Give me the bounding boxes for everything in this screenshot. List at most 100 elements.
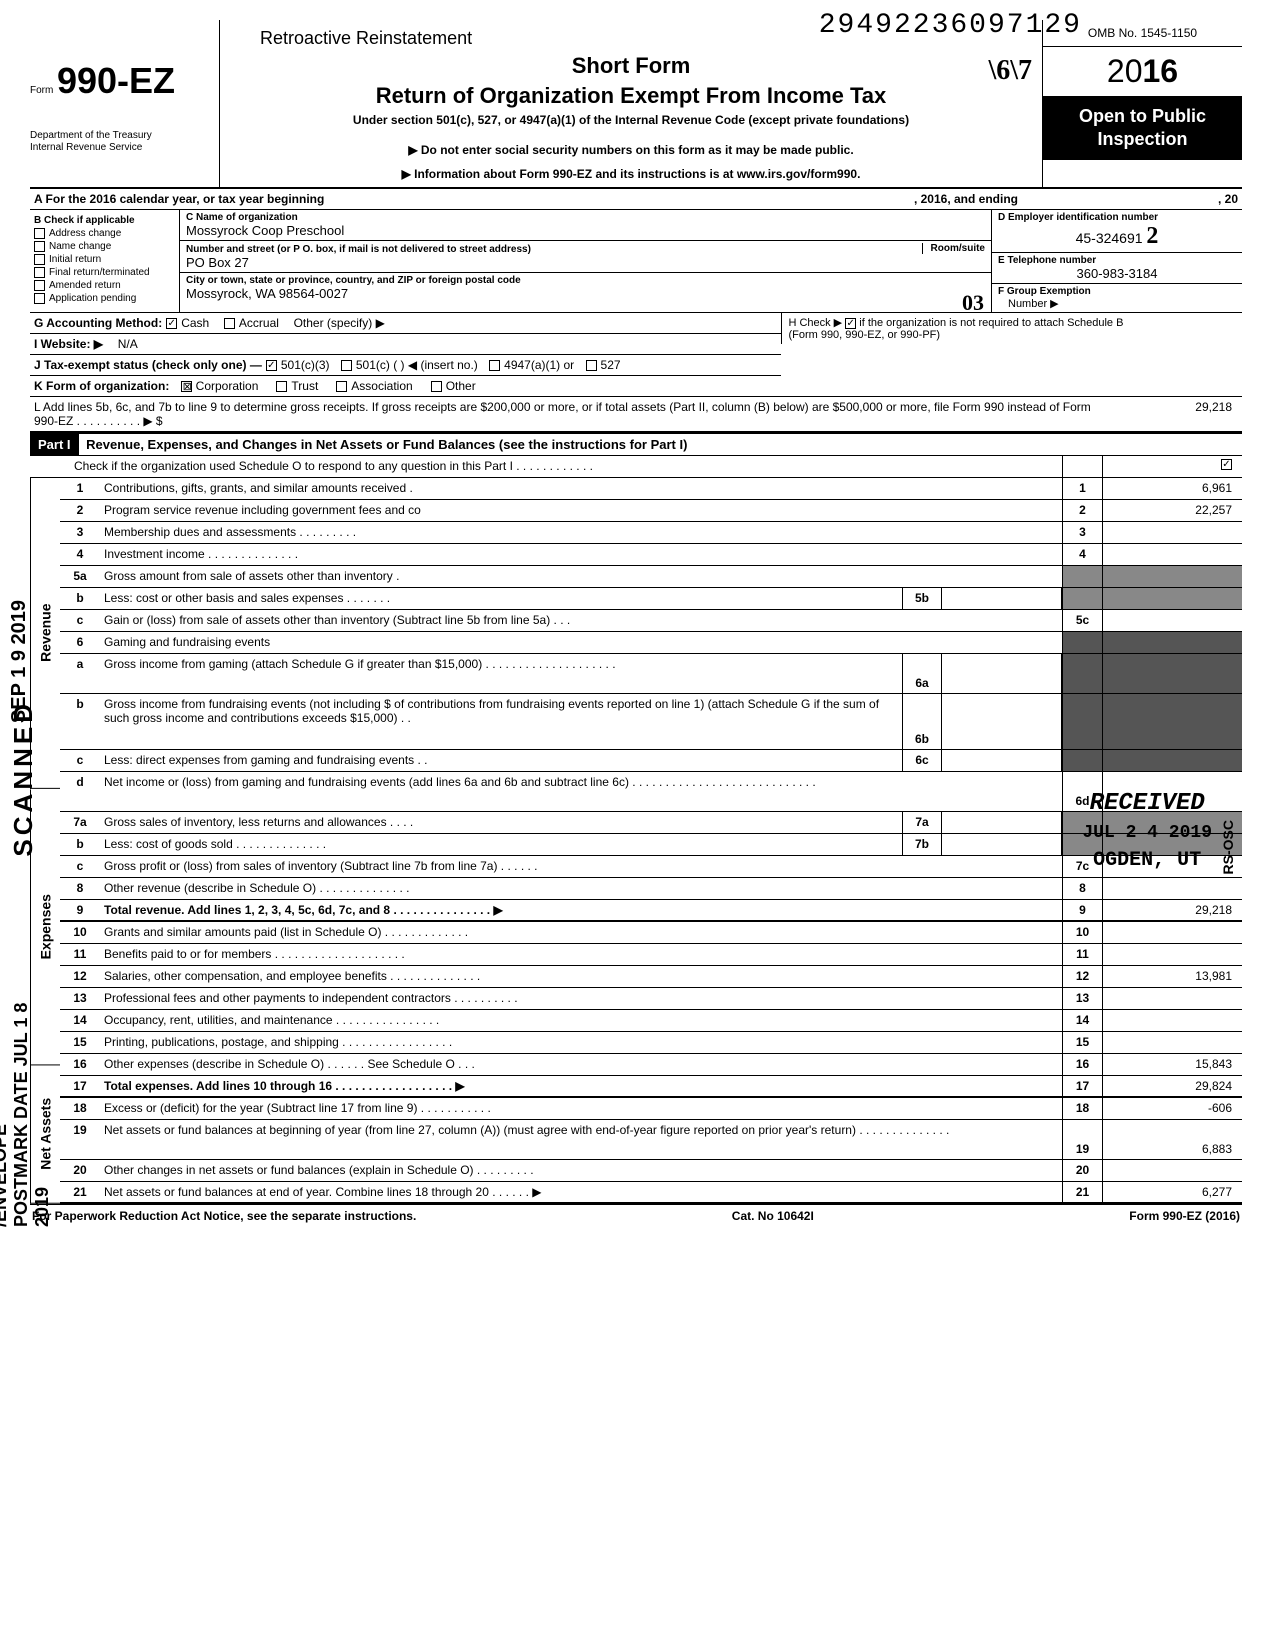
stamp-scanned: SCANNED	[8, 700, 39, 857]
check-501c[interactable]	[341, 360, 352, 371]
check-label: Name change	[49, 241, 111, 252]
row-j-tax-exempt: J Tax-exempt status (check only one) — 5…	[30, 355, 781, 376]
row-k-form-org: K Form of organization: ⊠Corporation Tru…	[30, 376, 1242, 397]
line-val-shaded	[1102, 566, 1242, 587]
line-num: 7a	[60, 812, 100, 833]
line-text: Total revenue. Add lines 1, 2, 3, 4, 5c,…	[100, 900, 1062, 920]
line-text: Total expenses. Add lines 10 through 16 …	[100, 1076, 1062, 1096]
check-corporation[interactable]: ⊠	[181, 381, 192, 392]
line-val: 6,277	[1102, 1182, 1242, 1202]
line-5b: b Less: cost or other basis and sales ex…	[60, 588, 1242, 610]
line-rnum: 11	[1062, 944, 1102, 965]
check-name-change[interactable]: Name change	[34, 241, 175, 252]
line-num: 21	[60, 1182, 100, 1202]
stamp-ogden: OGDEN, UT	[1082, 849, 1212, 872]
line-num: 9	[60, 900, 100, 920]
line-num: 13	[60, 988, 100, 1009]
line-val: 6,883	[1102, 1120, 1242, 1159]
line-val: -606	[1102, 1098, 1242, 1119]
check-trust[interactable]	[276, 381, 287, 392]
stamp-sep-date: SEP 1 9 2019	[8, 600, 31, 723]
line-val-shaded	[1102, 654, 1242, 693]
line-num: 12	[60, 966, 100, 987]
check-association[interactable]	[336, 381, 347, 392]
stamp-postmark: /ENVELOPE POSTMARK DATE JUL 1 8 2019	[0, 960, 53, 1227]
line-val-shaded	[1102, 632, 1242, 653]
handwritten-year: \6\7	[988, 55, 1032, 87]
line-val	[1102, 1160, 1242, 1181]
check-501c3[interactable]	[266, 360, 277, 371]
check-4947[interactable]	[489, 360, 500, 371]
527-label: 527	[601, 358, 621, 372]
line-val	[1102, 610, 1242, 631]
line-text: Contributions, gifts, grants, and simila…	[100, 478, 1062, 499]
check-address-change[interactable]: Address change	[34, 228, 175, 239]
line-mid-val	[942, 812, 1062, 833]
line-rnum: 8	[1062, 878, 1102, 899]
4947-label: 4947(a)(1) or	[504, 358, 574, 372]
line-mid-num: 6c	[902, 750, 942, 771]
check-final-return[interactable]: Final return/terminated	[34, 267, 175, 278]
document-id-number: 29492236097129	[819, 10, 1082, 41]
line-13: 13 Professional fees and other payments …	[60, 988, 1242, 1010]
line-val: 15,843	[1102, 1054, 1242, 1075]
check-initial-return[interactable]: Initial return	[34, 254, 175, 265]
line-rnum: 2	[1062, 500, 1102, 521]
check-application-pending[interactable]: Application pending	[34, 293, 175, 304]
line-5a: 5a Gross amount from sale of assets othe…	[60, 566, 1242, 588]
line-val-shaded	[1102, 750, 1242, 771]
footer-form: Form 990-EZ (2016)	[1129, 1209, 1240, 1223]
corp-label: Corporation	[196, 379, 259, 393]
line-text: Membership dues and assessments . . . . …	[100, 522, 1062, 543]
accrual-label: Accrual	[239, 316, 279, 330]
line-rnum: 14	[1062, 1010, 1102, 1031]
line-rnum: 16	[1062, 1054, 1102, 1075]
line-text: Salaries, other compensation, and employ…	[100, 966, 1062, 987]
line-text: Gross income from gaming (attach Schedul…	[100, 654, 902, 693]
line-rnum: 3	[1062, 522, 1102, 543]
line-num: a	[60, 654, 100, 693]
cash-label: Cash	[181, 316, 209, 330]
line-num: 6	[60, 632, 100, 653]
part-1-header-row: Part I Revenue, Expenses, and Changes in…	[30, 432, 1242, 456]
line-mid-val	[942, 834, 1062, 855]
line-16: 16 Other expenses (describe in Schedule …	[60, 1054, 1242, 1076]
line-num: b	[60, 834, 100, 855]
col-b-header: B Check if applicable	[34, 215, 175, 226]
check-cash[interactable]	[166, 318, 177, 329]
col-c-org-info: C Name of organization Mossyrock Coop Pr…	[180, 210, 992, 312]
line-rnum: 17	[1062, 1076, 1102, 1096]
line-text: Less: cost of goods sold . . . . . . . .…	[100, 834, 902, 855]
line-num: d	[60, 772, 100, 811]
row-a-label: A For the 2016 calendar year, or tax yea…	[34, 192, 914, 206]
line-val-shaded	[1102, 694, 1242, 749]
line-rnum-shaded	[1062, 566, 1102, 587]
check-other-org[interactable]	[431, 381, 442, 392]
line-text: Less: cost or other basis and sales expe…	[104, 591, 898, 606]
line-text: Net assets or fund balances at end of ye…	[100, 1182, 1062, 1202]
row-l-value: 29,218	[1118, 400, 1238, 428]
line-1: 1 Contributions, gifts, grants, and simi…	[60, 478, 1242, 500]
line-text: Gross sales of inventory, less returns a…	[100, 812, 902, 833]
line-text: Net income or (loss) from gaming and fun…	[100, 772, 1062, 811]
part-1-title: Revenue, Expenses, and Changes in Net As…	[82, 433, 687, 456]
check-accrual[interactable]	[224, 318, 235, 329]
line-rnum: 15	[1062, 1032, 1102, 1053]
line-num: 3	[60, 522, 100, 543]
line-text: Less: direct expenses from gaming and fu…	[100, 750, 902, 771]
stamp-postmark-date: POSTMARK DATE JUL 1 8 2019	[11, 1003, 52, 1227]
check-schedule-o-part1[interactable]	[1221, 459, 1232, 470]
line-rnum-shaded	[1062, 588, 1102, 609]
line-mid-val	[942, 588, 1062, 609]
line-6a: a Gross income from gaming (attach Sched…	[60, 654, 1242, 694]
line-9: 9 Total revenue. Add lines 1, 2, 3, 4, 5…	[60, 900, 1242, 922]
line-6d: d Net income or (loss) from gaming and f…	[60, 772, 1242, 812]
check-527[interactable]	[586, 360, 597, 371]
line-text: Other changes in net assets or fund bala…	[100, 1160, 1062, 1181]
line-num: 8	[60, 878, 100, 899]
line-18: 18 Excess or (deficit) for the year (Sub…	[60, 1098, 1242, 1120]
do-not-enter-ssn: ▶ Do not enter social security numbers o…	[230, 143, 1032, 157]
check-schedule-b[interactable]	[845, 318, 856, 329]
line-mid-num: 6b	[902, 694, 942, 749]
check-amended-return[interactable]: Amended return	[34, 280, 175, 291]
